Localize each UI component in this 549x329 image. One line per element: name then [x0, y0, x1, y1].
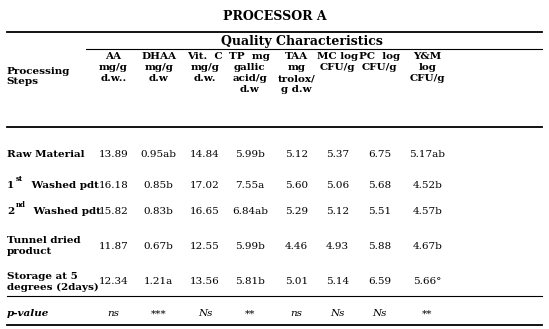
Text: Washed pdt: Washed pdt [27, 181, 98, 190]
Text: p-value: p-value [7, 309, 49, 318]
Text: Raw Material: Raw Material [7, 150, 85, 159]
Text: ns: ns [108, 309, 119, 318]
Text: Vit.  C
mg/g
d.w.: Vit. C mg/g d.w. [187, 52, 223, 83]
Text: 12.34: 12.34 [98, 277, 128, 287]
Text: 16.18: 16.18 [98, 181, 128, 190]
Text: **: ** [422, 309, 433, 318]
Text: 4.57b: 4.57b [412, 207, 442, 216]
Text: 5.99b: 5.99b [235, 150, 265, 159]
Text: 5.29: 5.29 [285, 207, 308, 216]
Text: 6.84ab: 6.84ab [232, 207, 268, 216]
Text: 6.75: 6.75 [368, 150, 391, 159]
Text: 5.68: 5.68 [368, 181, 391, 190]
Text: 5.51: 5.51 [368, 207, 391, 216]
Text: 5.88: 5.88 [368, 241, 391, 251]
Text: 0.85b: 0.85b [144, 181, 173, 190]
Text: 13.89: 13.89 [98, 150, 128, 159]
Text: 0.83b: 0.83b [144, 207, 173, 216]
Text: **: ** [245, 309, 255, 318]
Text: 0.95ab: 0.95ab [141, 150, 177, 159]
Text: 12.55: 12.55 [191, 241, 220, 251]
Text: 5.12: 5.12 [326, 207, 349, 216]
Text: 5.60: 5.60 [285, 181, 308, 190]
Text: 5.14: 5.14 [326, 277, 349, 287]
Text: Processing
Steps: Processing Steps [7, 67, 70, 86]
Text: Ns: Ns [330, 309, 345, 318]
Text: AA
mg/g
d.w..: AA mg/g d.w.. [99, 52, 128, 83]
Text: 5.81b: 5.81b [235, 277, 265, 287]
Text: ns: ns [290, 309, 302, 318]
Text: nd: nd [16, 201, 26, 209]
Text: 5.66°: 5.66° [413, 277, 441, 287]
Text: PROCESSOR A: PROCESSOR A [223, 10, 326, 23]
Text: 1: 1 [7, 181, 14, 190]
Text: 15.82: 15.82 [98, 207, 128, 216]
Text: 5.06: 5.06 [326, 181, 349, 190]
Text: 4.67b: 4.67b [412, 241, 442, 251]
Text: DHAA
mg/g
d.w: DHAA mg/g d.w [141, 52, 176, 83]
Text: 1.21a: 1.21a [144, 277, 173, 287]
Text: Y&M
log
CFU/g: Y&M log CFU/g [410, 52, 445, 83]
Text: 5.12: 5.12 [285, 150, 308, 159]
Text: 4.46: 4.46 [285, 241, 308, 251]
Text: Quality Characteristics: Quality Characteristics [221, 35, 383, 48]
Text: st: st [16, 174, 24, 183]
Text: 5.17ab: 5.17ab [410, 150, 445, 159]
Text: TP  mg
gallic
acid/g
d.w: TP mg gallic acid/g d.w [229, 52, 270, 94]
Text: 7.55a: 7.55a [236, 181, 265, 190]
Text: Ns: Ns [372, 309, 386, 318]
Text: 11.87: 11.87 [98, 241, 128, 251]
Text: TAA
mg
trolox/
g d.w: TAA mg trolox/ g d.w [277, 52, 315, 94]
Text: 5.99b: 5.99b [235, 241, 265, 251]
Text: 0.67b: 0.67b [144, 241, 173, 251]
Text: 4.93: 4.93 [326, 241, 349, 251]
Text: Tunnel dried
product: Tunnel dried product [7, 236, 81, 256]
Text: Storage at 5
degrees (2days): Storage at 5 degrees (2days) [7, 272, 99, 292]
Text: MC log
CFU/g: MC log CFU/g [317, 52, 358, 72]
Text: PC  log
CFU/g: PC log CFU/g [359, 52, 400, 72]
Text: 6.59: 6.59 [368, 277, 391, 287]
Text: 4.52b: 4.52b [412, 181, 442, 190]
Text: 14.84: 14.84 [191, 150, 220, 159]
Text: ***: *** [151, 309, 166, 318]
Text: Washed pdt: Washed pdt [30, 207, 100, 216]
Text: 16.65: 16.65 [191, 207, 220, 216]
Text: Ns: Ns [198, 309, 212, 318]
Text: 2: 2 [7, 207, 14, 216]
Text: 17.02: 17.02 [191, 181, 220, 190]
Text: 5.01: 5.01 [285, 277, 308, 287]
Text: 13.56: 13.56 [191, 277, 220, 287]
Text: 5.37: 5.37 [326, 150, 349, 159]
